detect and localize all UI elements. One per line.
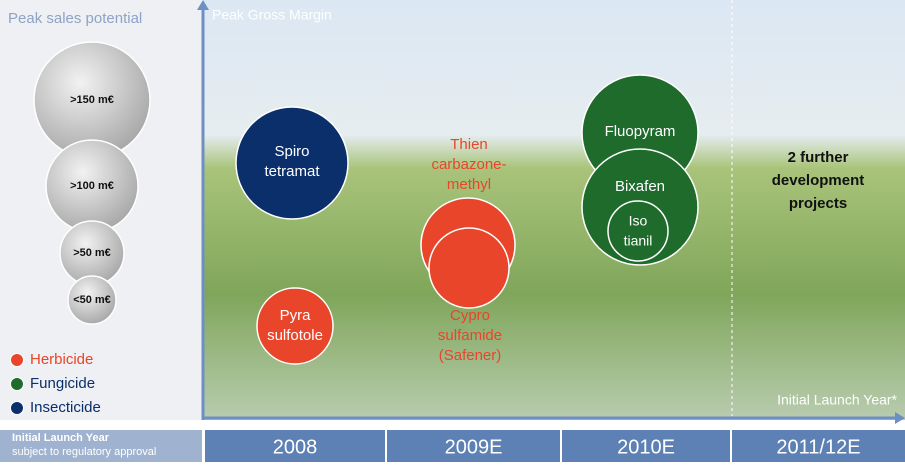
product-label: methyl — [447, 176, 491, 193]
product-label: Thien — [450, 136, 488, 153]
y-arrow — [197, 0, 209, 10]
type-label: Insecticide — [30, 399, 101, 416]
type-label: Herbicide — [30, 351, 93, 368]
footer-label-cell — [0, 430, 202, 462]
product-label: Spiro — [274, 143, 309, 160]
year-label: 2011/12E — [776, 436, 860, 458]
y-axis-label: Peak Gross Margin — [212, 7, 332, 23]
footer-title: Initial Launch Year — [12, 432, 110, 444]
product-label: Bixafen — [615, 178, 665, 195]
product-label: Iso — [629, 213, 648, 229]
size-label: <50 m€ — [73, 294, 111, 306]
type-dot — [10, 401, 24, 415]
product-label: Pyra — [280, 307, 312, 324]
size-label: >150 m€ — [70, 94, 114, 106]
year-cell — [205, 430, 385, 462]
annotation: development — [772, 172, 865, 189]
type-dot — [10, 353, 24, 367]
product-label: tetramat — [264, 163, 320, 180]
year-label: 2008 — [273, 436, 318, 458]
size-label: >50 m€ — [73, 247, 111, 259]
product-label: tianil — [624, 233, 653, 249]
product-bubble — [235, 106, 349, 220]
type-label: Fungicide — [30, 375, 95, 392]
x-axis-label: Initial Launch Year* — [777, 392, 897, 408]
size-label: >100 m€ — [70, 180, 114, 192]
annotation: projects — [789, 195, 847, 212]
product-label: sulfamide — [438, 327, 502, 344]
type-dot — [10, 377, 24, 391]
year-label: 2009E — [445, 436, 503, 458]
year-cell — [387, 430, 560, 462]
product-bubble — [256, 287, 334, 365]
product-label: (Safener) — [439, 347, 502, 364]
product-label: Fluopyram — [605, 123, 676, 140]
product-label: carbazone- — [431, 156, 506, 173]
legend-title: Peak sales potential — [8, 10, 142, 27]
year-label: 2010E — [617, 436, 675, 458]
product-label: Cypro — [450, 307, 490, 324]
footer-note: subject to regulatory approval — [12, 446, 156, 458]
product-bubble — [428, 227, 510, 309]
size-bubble — [67, 275, 117, 325]
year-cell — [562, 430, 730, 462]
x-arrow — [895, 412, 905, 424]
product-bubble — [607, 200, 669, 262]
year-cell — [732, 430, 905, 462]
product-label: sulfotole — [267, 327, 323, 344]
annotation: 2 further — [788, 149, 849, 166]
